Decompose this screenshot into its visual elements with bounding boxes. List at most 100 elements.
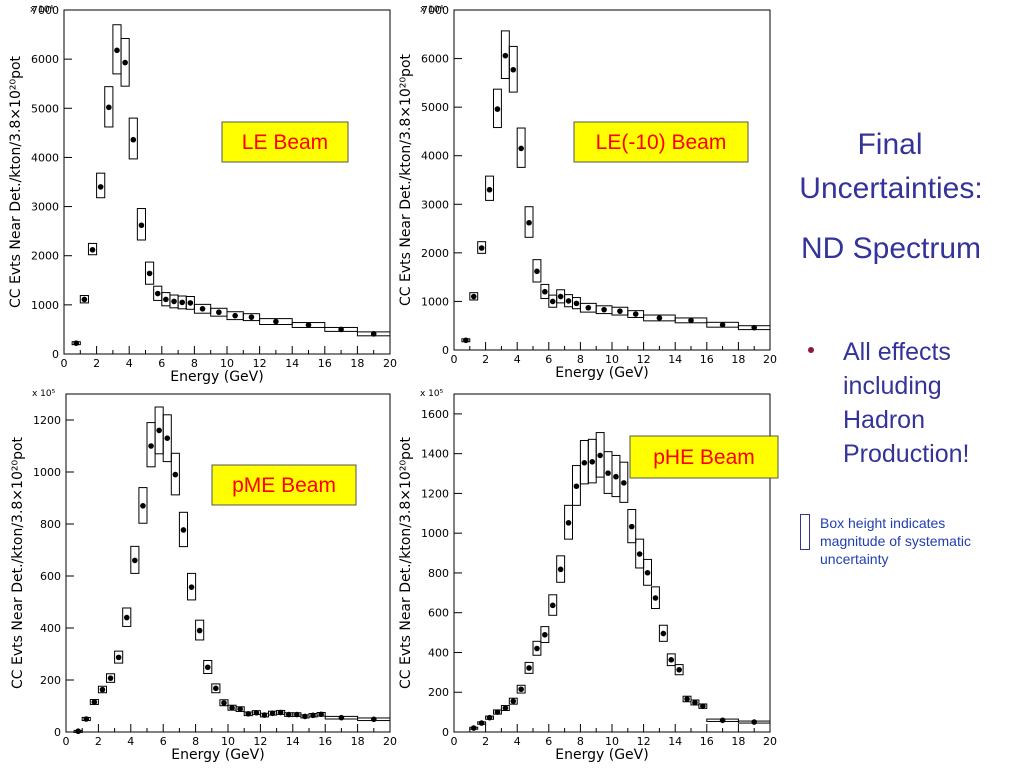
chart-panel-2: 0 2 4 6 8 10 12 14 16 18 20 0 1000 2000 3000 4000 5000 60… [398, 4, 777, 381]
title-line-1: Final [857, 128, 923, 161]
x-tick-label: 20 [763, 353, 777, 366]
x-tick-label: 0 [451, 735, 458, 748]
x-tick-label: 8 [191, 357, 198, 370]
data-point [338, 714, 345, 721]
data-point [310, 712, 316, 719]
data-point [751, 324, 757, 331]
uncertainty-box [79, 295, 89, 304]
data-point [302, 713, 308, 720]
data-point [253, 709, 260, 716]
data-point [597, 452, 603, 459]
x-tick-label: 8 [192, 735, 199, 748]
data-point [107, 675, 114, 681]
data-point [660, 630, 667, 637]
uncertainty-box [120, 38, 130, 87]
y-tick-label: 5000 [31, 102, 59, 115]
y-axis-label: CC Evts Near Det./kton/3.8×10²⁰pot [398, 436, 414, 689]
beam-label-box [573, 121, 749, 163]
chart-panel-4: 0 2 4 6 8 10 12 14 16 18 2002004006008001000120014… [398, 389, 779, 763]
data-point [156, 427, 162, 434]
uncertainty-box [508, 697, 518, 705]
data-point [605, 470, 611, 476]
uncertainty-box [643, 558, 652, 586]
x-tick-label: 18 [731, 353, 745, 366]
data-point [83, 716, 90, 722]
data-point [269, 710, 276, 717]
data-point [549, 298, 556, 305]
x-axis-label: Energy (GeV) [171, 747, 264, 763]
uncertainty-box [485, 175, 495, 201]
uncertainty-box [203, 660, 213, 674]
x-tick-label: 4 [514, 353, 521, 366]
x-tick-label: 10 [605, 353, 619, 366]
uncertainty-box [138, 487, 148, 524]
y-tick-label: 0 [442, 344, 449, 357]
y-tick-label: 1000 [421, 295, 449, 308]
data-point [294, 711, 300, 718]
data-point [700, 703, 706, 709]
uncertainty-box [114, 650, 124, 664]
uncertainty-box [572, 465, 581, 506]
uncertainty-box [104, 86, 114, 128]
y-tick-label: 800 [40, 518, 61, 531]
data-point [115, 654, 122, 661]
x-tick-label: 20 [383, 735, 397, 748]
chart-panel-3: 0 2 4 6 8 10 12 14 16 18 20020040060080010001200x … [10, 389, 397, 763]
scale-label: x 10⁴ [420, 5, 444, 15]
data-point [478, 245, 485, 251]
uncertainty-box [469, 292, 479, 301]
subtitle: ND Spectrum [800, 232, 982, 265]
uncertainty-box [187, 572, 197, 601]
data-point [534, 268, 540, 275]
data-point [148, 443, 154, 449]
data-point [130, 136, 137, 143]
data-point [601, 306, 607, 313]
x-tick-label: 4 [127, 735, 134, 748]
uncertainty-box [524, 206, 534, 238]
data-point [688, 317, 694, 324]
data-point [97, 184, 104, 190]
data-point [318, 711, 324, 718]
data-point [542, 288, 548, 295]
data-point [232, 312, 238, 319]
y-tick-label: 200 [428, 686, 449, 699]
note-text: Box height indicates magnitude of system… [820, 515, 971, 567]
data-point [338, 326, 344, 333]
x-tick-label: 12 [253, 735, 267, 748]
data-point [565, 298, 572, 304]
beam-label-box [221, 121, 349, 163]
scale-label: x 10⁵ [32, 389, 56, 399]
data-point [89, 247, 96, 253]
uncertainty-box [87, 242, 98, 256]
y-tick-label: 4000 [421, 150, 449, 163]
data-point [470, 293, 477, 300]
y-tick-label: 0 [54, 726, 61, 739]
data-point [494, 709, 501, 715]
y-axis-label: CC Evts Near Det./kton/3.8×10²⁰pot [8, 55, 24, 308]
data-point [248, 314, 255, 320]
x-tick-label: 8 [577, 735, 584, 748]
data-point [371, 716, 377, 723]
uncertainty-box [540, 283, 550, 300]
x-tick-label: 14 [285, 357, 299, 370]
y-axis-label: CC Evts Near Det./kton/3.8×10²⁰pot [398, 53, 414, 306]
data-point [518, 145, 524, 152]
uncertainty-box [493, 88, 502, 129]
x-tick-label: 2 [95, 735, 102, 748]
data-point [613, 473, 619, 480]
x-tick-label: 2 [482, 353, 489, 366]
data-point [204, 664, 211, 671]
x-tick-label: 6 [160, 735, 167, 748]
data-point [196, 627, 203, 634]
y-tick-label: 7000 [421, 4, 449, 17]
x-tick-label: 10 [605, 735, 619, 748]
uncertainty-box [477, 241, 487, 254]
beam-label: pHE Beam [653, 446, 755, 469]
data-point [221, 700, 227, 706]
uncertainty-box [242, 313, 261, 322]
data-point [154, 290, 161, 297]
data-point [199, 305, 206, 312]
data-point [273, 318, 279, 325]
y-tick-label: 3000 [421, 198, 449, 211]
uncertainty-box [548, 594, 558, 616]
